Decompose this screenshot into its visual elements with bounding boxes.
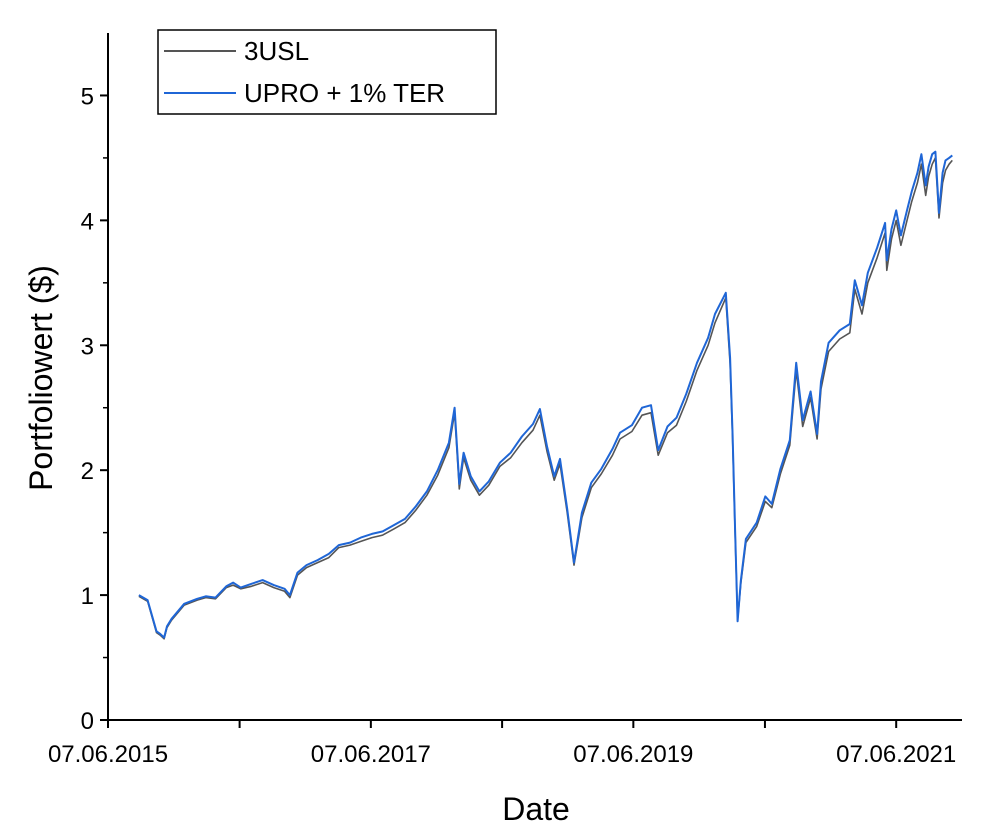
x-axis-title: Date (502, 791, 570, 827)
legend-label-upro: UPRO + 1% TER (244, 78, 445, 108)
y-tick-label: 5 (81, 83, 94, 110)
x-tick-label: 07.06.2019 (573, 741, 693, 768)
y-tick-label: 1 (81, 583, 94, 610)
series-line-upro (138, 150, 953, 639)
y-tick-label: 3 (81, 333, 94, 360)
legend: 3USL UPRO + 1% TER (157, 29, 497, 115)
x-axis-ticks: 07.06.2015 07.06.2017 07.06.2019 07.06.2021 (48, 720, 956, 768)
y-axis-title: Portfoliowert ($) (23, 265, 59, 491)
y-tick-label: 4 (81, 208, 94, 235)
x-tick-label: 07.06.2021 (836, 741, 956, 768)
legend-box (157, 29, 497, 115)
y-tick-label: 0 (81, 708, 94, 735)
series-line-3usl (138, 157, 953, 640)
y-axis-ticks: 0 1 2 3 4 5 (81, 83, 108, 735)
y-tick-label: 2 (81, 458, 94, 485)
x-tick-label: 07.06.2017 (311, 741, 431, 768)
legend-label-3usl: 3USL (244, 36, 309, 66)
x-tick-label: 07.06.2015 (48, 741, 168, 768)
series-layer (138, 150, 953, 640)
